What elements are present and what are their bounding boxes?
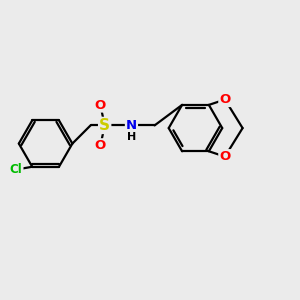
Text: O: O bbox=[95, 99, 106, 112]
Text: O: O bbox=[219, 150, 230, 163]
Text: H: H bbox=[127, 132, 136, 142]
Text: O: O bbox=[219, 93, 230, 106]
Text: O: O bbox=[95, 139, 106, 152]
Text: Cl: Cl bbox=[10, 163, 22, 176]
Text: S: S bbox=[99, 118, 110, 133]
Text: N: N bbox=[126, 119, 137, 132]
